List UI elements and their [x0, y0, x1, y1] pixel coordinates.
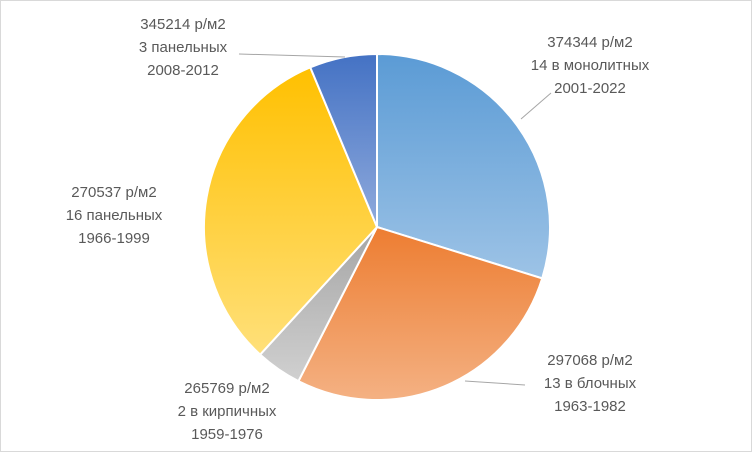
data-label-line: 2008-2012	[147, 62, 219, 79]
data-label-3: 265769 р/м2 2 в кирпичных 1959-1976	[178, 380, 277, 443]
data-label-line: 270537 р/м2	[71, 184, 156, 201]
data-label-line: 3 панельных	[139, 39, 228, 56]
data-label-line: 13 в блочных	[544, 375, 637, 392]
pie-slice-2	[297, 225, 544, 401]
leader-line-5	[238, 53, 346, 58]
data-label-1: 374344 р/м2 14 в монолитных 2001-2022	[531, 34, 650, 97]
leader-lines-layer	[238, 53, 552, 386]
data-label-line: 2 в кирпичных	[178, 403, 277, 420]
data-label-line: 14 в монолитных	[531, 57, 650, 74]
data-label-line: 297068 р/м2	[547, 352, 632, 369]
data-label-line: 1966-1999	[78, 230, 150, 247]
data-label-5: 345214 р/м2 3 панельных 2008-2012	[139, 16, 228, 79]
slices-layer	[203, 52, 551, 401]
data-label-2: 297068 р/м2 13 в блочных 1963-1982	[544, 352, 637, 415]
data-label-line: 16 панельных	[66, 207, 163, 224]
data-label-4: 270537 р/м2 16 панельных 1966-1999	[66, 184, 163, 247]
pie-slice-5	[308, 52, 378, 228]
data-label-line: 345214 р/м2	[140, 16, 225, 33]
pie-slice-4	[203, 66, 379, 357]
data-label-line: 1959-1976	[191, 426, 263, 443]
leader-line-1	[520, 92, 552, 120]
data-label-line: 2001-2022	[554, 80, 626, 97]
data-label-line: 1963-1982	[554, 398, 626, 415]
data-label-line: 265769 р/м2	[184, 380, 269, 397]
data-labels-layer: 374344 р/м2 14 в монолитных 2001-2022 29706…	[66, 16, 650, 443]
pie-slice-1	[376, 52, 551, 280]
leader-line-2	[464, 380, 526, 386]
data-label-line: 374344 р/м2	[547, 34, 632, 51]
